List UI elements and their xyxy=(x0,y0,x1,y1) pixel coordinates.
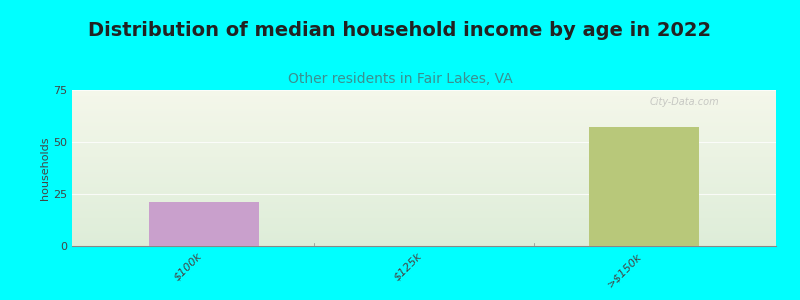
Text: City-Data.com: City-Data.com xyxy=(650,98,719,107)
Y-axis label: households: households xyxy=(40,136,50,200)
Bar xyxy=(589,128,699,246)
Text: Distribution of median household income by age in 2022: Distribution of median household income … xyxy=(89,21,711,40)
Bar xyxy=(149,202,259,246)
Text: Other residents in Fair Lakes, VA: Other residents in Fair Lakes, VA xyxy=(288,72,512,86)
